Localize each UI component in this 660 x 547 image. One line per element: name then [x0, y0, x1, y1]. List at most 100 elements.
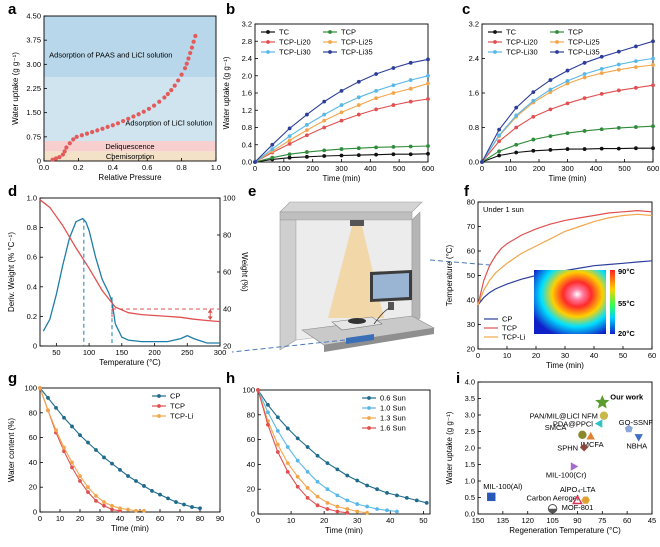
series-point	[270, 147, 275, 151]
panel-g-ytick-label: 40	[29, 458, 37, 467]
panel-f-xtick-label: 10	[503, 351, 511, 360]
series-point	[325, 500, 330, 505]
panel-i-xtick-label: 150	[472, 516, 485, 525]
series-1-0-sun	[256, 388, 399, 514]
series-point	[616, 49, 621, 54]
series-point	[531, 148, 536, 153]
series-point	[651, 124, 655, 129]
ytick-right-label: 40	[223, 305, 231, 314]
cable	[373, 307, 391, 325]
series-point	[374, 96, 378, 101]
thermal-image	[534, 270, 606, 334]
panel-i-ytick-label: 0.0	[465, 510, 475, 519]
panel-i-ytick-label: 1.5	[465, 460, 475, 469]
isotherm-point	[110, 123, 115, 128]
dtg-curve	[42, 217, 220, 344]
panel-f-ytick-label: 40	[467, 296, 475, 305]
series-point	[86, 440, 90, 445]
series-0-6-sun	[256, 388, 429, 505]
series-point	[616, 62, 621, 67]
series-point	[70, 460, 74, 465]
series-point	[385, 491, 389, 495]
point-label: SMCA	[545, 423, 567, 432]
series-point	[287, 152, 292, 157]
series-point	[285, 426, 290, 431]
panel-b-ytick-label: 1.6	[242, 89, 252, 98]
series-point	[287, 138, 292, 143]
panel-h-ytick-label: 60	[247, 435, 255, 444]
legend-label: TCP	[341, 28, 356, 37]
panel-b-xtick-label: 0	[253, 164, 257, 173]
chamber-right-wall	[411, 211, 421, 326]
panel-f-ytick-label: 60	[467, 247, 475, 256]
panel-c-ytick-label: 0.0	[469, 158, 479, 167]
series-point	[374, 72, 378, 76]
isotherm-point	[60, 152, 66, 157]
legend-label: 1.0 Sun	[380, 404, 406, 413]
isotherm-point	[62, 149, 67, 154]
series-point	[305, 154, 309, 159]
panel-g-xtick-label: 20	[76, 514, 84, 523]
panel-c-ytick-label: 3.2	[469, 20, 479, 29]
legend-label: TCP	[502, 324, 517, 333]
isotherm-point	[172, 83, 177, 88]
panel-f-ytick-label: 50	[467, 271, 475, 280]
legend-label: TCP-Li35	[341, 48, 373, 57]
point-label: PAN/MIL@LiCl NFM	[530, 412, 598, 421]
series-point	[166, 496, 170, 501]
series-point	[86, 490, 90, 495]
series-point	[126, 507, 130, 512]
point-go-ssnf	[624, 424, 633, 433]
series-point	[110, 507, 114, 512]
series-point	[78, 474, 82, 478]
series-tcp	[253, 144, 430, 164]
panel-d-ytick-label: 1.0	[27, 194, 37, 203]
series-point	[305, 486, 310, 490]
legend-marker	[266, 40, 270, 44]
legend-marker	[493, 30, 497, 34]
series-point	[355, 509, 360, 514]
series-tcp-li35	[480, 39, 655, 164]
series-point	[305, 128, 309, 132]
series-point	[374, 107, 378, 112]
panel-i-xtick-label: 90	[573, 516, 581, 525]
series-point	[70, 465, 74, 470]
legend-label: TC	[506, 28, 517, 37]
tg-curve	[39, 199, 221, 323]
series-point	[266, 402, 270, 407]
series-point	[339, 88, 344, 93]
legend-marker	[367, 396, 371, 400]
series-line	[39, 387, 121, 512]
point-label: MIL-100(Cr)	[546, 470, 587, 479]
series-point	[531, 137, 536, 142]
isotherm-point	[184, 61, 189, 66]
legend-marker	[328, 30, 332, 34]
legend-label: 1.3 Sun	[380, 414, 406, 423]
panel-f-xtick-label: 40	[590, 351, 598, 360]
panel-h-x-axis-title: Time (min)	[325, 526, 363, 535]
series-point	[322, 154, 327, 158]
panel-c-ytick-label: 1.6	[469, 89, 479, 98]
series-point	[118, 506, 122, 511]
arrow-head-up	[207, 309, 213, 313]
point-label: NBHA	[626, 441, 647, 450]
band-label: Chemisorption	[106, 152, 154, 161]
isotherm-point	[64, 145, 69, 150]
isotherm-point	[121, 118, 126, 124]
chamber-roof	[279, 201, 423, 213]
series-point	[356, 146, 361, 151]
series-tcp-li	[38, 386, 146, 513]
series-point	[256, 388, 260, 392]
legend-label: TCP-Li30	[506, 48, 538, 57]
panel-g: g 0 10 20 30 40 50 60 70 80 90 0 20 40 60 80 100 Time (mi…	[7, 370, 224, 533]
point-mil-100-cr-	[570, 462, 579, 471]
isotherm-point	[179, 72, 184, 77]
isotherm-point	[176, 78, 181, 83]
series-point	[335, 467, 340, 472]
series-point	[616, 67, 621, 72]
panel-a-xtick-label: 0.4	[108, 163, 118, 172]
series-point	[355, 502, 360, 506]
panel-f-x-axis-title: Time (min)	[546, 361, 584, 370]
panel-f: f 0 10 20 30 40 50 60 20 30 40 50 60 70 80 Time (min) Te…	[445, 183, 656, 370]
